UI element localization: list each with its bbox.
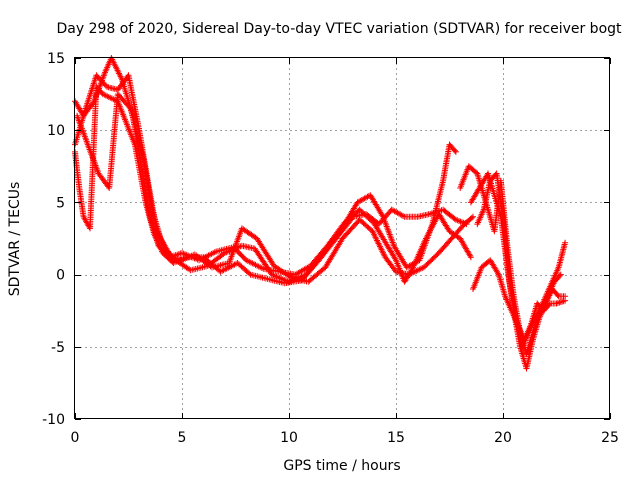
y-tick-label: 5 [56, 195, 65, 211]
tick-labels: 0 5 10 15 20 25 -10 -5 0 5 10 15 [42, 51, 619, 446]
chart-title: Day 298 of 2020, Sidereal Day-to-day VTE… [56, 21, 622, 37]
data-points [72, 55, 569, 372]
data-series-track-8 [474, 170, 564, 350]
y-tick-label: 10 [47, 123, 65, 139]
x-tick-label: 10 [280, 430, 298, 446]
x-tick-label: 15 [387, 430, 405, 446]
x-tick-label: 5 [178, 430, 187, 446]
data-point-markers [457, 163, 569, 357]
data-series-track-5 [457, 163, 569, 357]
x-tick-label: 25 [601, 430, 619, 446]
y-tick-label: 15 [47, 51, 65, 67]
y-tick-label: -5 [51, 340, 65, 356]
plot-frame [74, 57, 610, 419]
y-axis-title: SDTVAR / TECUs [7, 182, 23, 297]
data-point-markers [474, 170, 564, 350]
x-axis-title: GPS time / hours [283, 458, 400, 474]
y-tick-label: -10 [42, 412, 65, 428]
y-tick-label: 0 [56, 268, 65, 284]
x-tick-label: 20 [494, 430, 512, 446]
x-tick-label: 0 [71, 430, 80, 446]
ticks [75, 58, 611, 420]
